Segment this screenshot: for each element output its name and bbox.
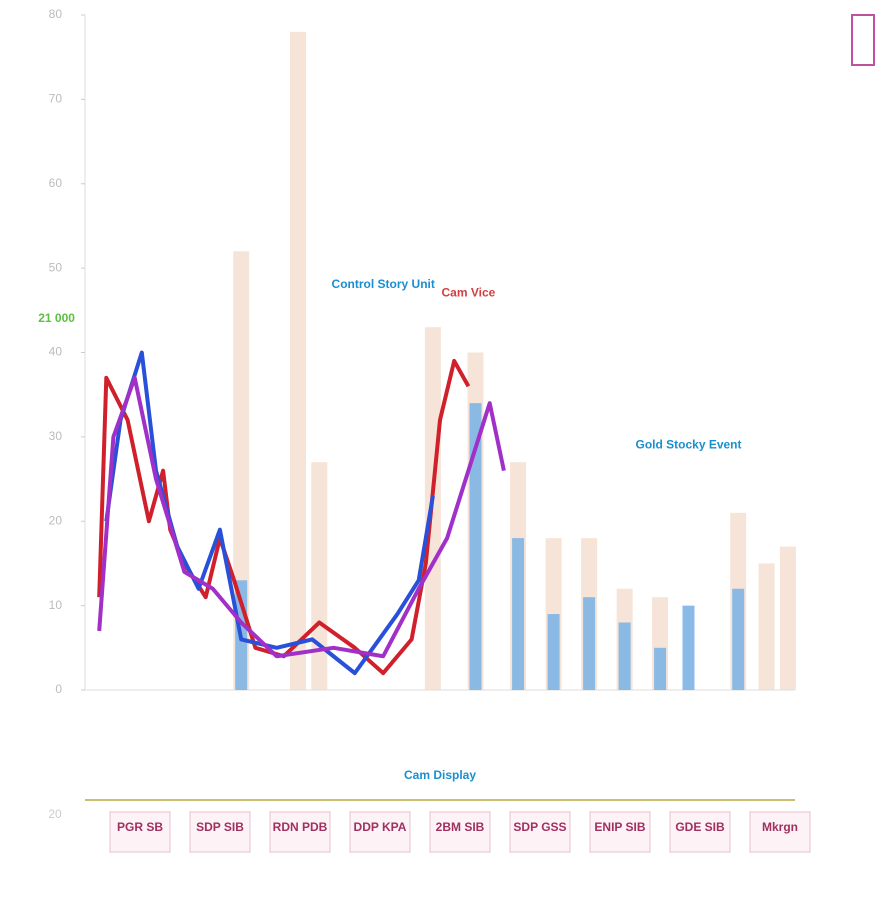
bar (311, 462, 328, 690)
footer-item: PGR SB (117, 820, 163, 834)
footer-box (749, 811, 811, 853)
y-tick-label: 60 (49, 176, 63, 190)
line (97, 375, 506, 659)
bar (469, 403, 482, 690)
bar (583, 597, 596, 690)
footer-box (349, 811, 411, 853)
corner-icon (851, 14, 875, 66)
y-tick-label: 50 (49, 260, 63, 274)
bar (654, 647, 667, 690)
footer-item: SDP GSS (513, 820, 566, 834)
bar (290, 31, 306, 690)
footer-item: ENIP SIB (594, 820, 645, 834)
bar (758, 563, 775, 690)
footer-item: 2BM SIB (436, 820, 485, 834)
footer-item: Mkrgn (762, 820, 798, 834)
y-tick-label: 30 (49, 429, 63, 443)
footer-left: 20 (48, 807, 62, 821)
y-tick-label: 0 (55, 682, 62, 696)
footer-box (429, 811, 491, 853)
annotation: Gold Stocky Event (635, 437, 741, 451)
footer-box (269, 811, 331, 853)
y-tick-label: 20 (49, 513, 63, 527)
bar (618, 622, 631, 690)
footer-box (589, 811, 651, 853)
footer-box (509, 811, 571, 853)
bar (779, 546, 796, 690)
y-tick-label: 40 (49, 345, 63, 359)
footer-box (109, 811, 171, 853)
bar (682, 605, 695, 690)
footer-box (669, 811, 731, 853)
footer-box (189, 811, 251, 853)
footer-item: DDP KPA (354, 820, 407, 834)
y-tick-label: 10 (49, 598, 63, 612)
y-tick-label: 70 (49, 92, 63, 106)
annotation: 21 000 (38, 311, 75, 325)
footer-item: SDP SIB (196, 820, 244, 834)
bar (547, 614, 560, 690)
footer-item: RDN PDB (273, 820, 328, 834)
line (104, 350, 435, 676)
x-axis-label: Cam Display (404, 768, 476, 782)
footer-item: GDE SIB (675, 820, 725, 834)
line (97, 358, 471, 676)
bar (512, 538, 525, 690)
y-tick-label: 80 (49, 7, 63, 21)
annotation: Cam Vice (441, 286, 495, 300)
annotation: Control Story Unit (332, 277, 435, 291)
bar (732, 588, 745, 690)
